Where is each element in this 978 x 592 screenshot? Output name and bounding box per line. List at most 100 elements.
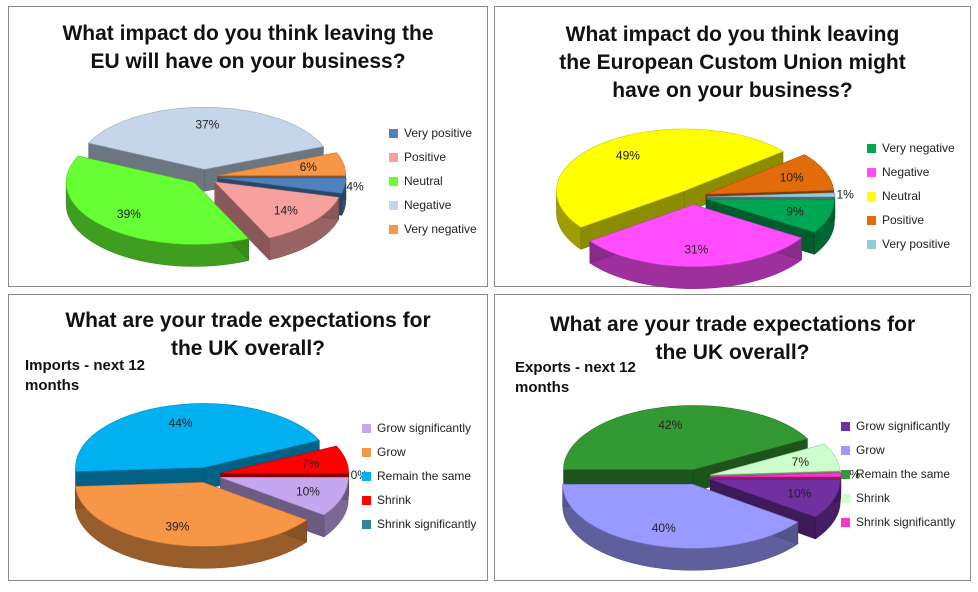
legend-item: Remain the same [362,464,476,488]
pie-slice [213,181,340,239]
legend-label: Positive [404,150,447,164]
legend-swatch [841,517,850,527]
legend-swatch [867,143,876,153]
legend-label: Shrink [856,491,891,505]
legend-swatch [841,469,850,479]
slice-value-label: 39% [165,520,189,534]
pie-labels: 42%7%1%10%40% [652,418,861,535]
pie-chart: 49% 10% 1% 9% 31% [556,128,854,289]
legend-label: Positive [882,213,925,227]
legend-item: Shrink [362,488,476,512]
legend-label: Very negative [882,141,955,155]
pie-tops [65,107,347,245]
chart-title: What impact do you think leaving the Eur… [495,21,970,105]
pie-slice [88,107,325,170]
chart-title-line: What are your trade expectations for [549,313,916,336]
legend-item: Shrink [841,486,955,510]
legend-label: Negative [882,165,930,179]
legend-label: Grow significantly [856,419,951,433]
chart-subtitle-line: months [25,377,80,394]
legend-item: Very positive [389,121,477,145]
pie-slice [75,482,308,547]
slice-value-label: 14% [274,203,298,217]
pie-labels: 49% 10% 1% 9% 31% [616,149,854,257]
legend-swatch [867,239,876,249]
pie-slice [563,405,809,470]
pie-slice [706,198,835,233]
legend-item: Positive [389,145,477,169]
chart-title-line: the UK overall? [655,341,810,364]
legend-swatch [841,421,850,431]
pie-tops [556,128,836,267]
legend-label: Very positive [404,126,473,140]
legend-swatch [389,152,398,162]
legend-item: Remain the same [841,462,955,486]
pie-tops [75,403,349,547]
legend-label: Negative [404,198,452,212]
legend-label: Grow [377,445,406,459]
slice-value-label: 7% [302,456,320,470]
legend-item: Grow significantly [841,414,955,438]
slice-value-label: 37% [195,118,219,132]
legend-label: Neutral [882,189,921,203]
chart-title-line: the European Custom Union might [559,51,906,74]
chart-title-line: EU will have on your business? [90,50,406,73]
pie-slice [217,152,347,176]
legend-label: Grow [856,443,885,457]
slice-value-label: 6% [300,160,318,174]
pie-slice [589,204,803,267]
pie-labels: 44%7%0%10%39% [165,416,368,534]
chart-title: What are your trade expectations for the… [9,307,487,363]
legend-swatch [867,191,876,201]
pie-tops [562,405,842,549]
pie-chart: 44%7%0%10%39% [75,403,368,569]
legend-label: Remain the same [377,469,472,483]
pie-slice [710,472,842,478]
chart-title: What impact do you think leaving the EU … [9,20,487,76]
pie-slice [65,155,250,245]
legend-swatch [362,447,371,457]
chart-title-line: have on your business? [612,79,853,102]
pie-slice [710,443,841,476]
chart-panel-customs-union-impact: What impact do you think leaving the Eur… [494,6,971,289]
pie-chart: 37% 6% 4% 14% 39% [65,107,364,267]
slice-value-label: 49% [616,149,640,163]
chart-legend: Very positive Positive Neutral Negative Very… [389,121,477,241]
slice-value-label: 10% [296,485,320,499]
pie-slice [220,477,349,516]
pie-slice [75,403,320,472]
pie-slice [217,177,347,194]
legend-label: Very positive [882,237,951,251]
slice-value-label: 7% [792,455,810,469]
legend-swatch [841,445,850,455]
slice-value-label: 10% [787,487,811,501]
legend-item: Shrink significantly [362,512,476,536]
chart-subtitle-line: Imports - next 12 [25,357,146,374]
chart-panel-imports-expectations: What are your trade expectations for the… [8,294,488,581]
slice-value-label: 9% [786,205,804,219]
legend-swatch [362,495,371,505]
legend-swatch [389,128,398,138]
slice-value-label: 31% [684,242,708,256]
slice-value-label: 39% [117,207,141,221]
chart-subtitle-line: Exports - next 12 [515,359,636,376]
chart-panel-exports-expectations: What are your trade expectations for the… [494,294,971,581]
chart-title-line: the UK overall? [170,337,326,360]
pie-slice [556,128,784,228]
slice-value-label: 42% [658,418,682,432]
legend-item: Very positive [867,232,955,256]
legend-item: Neutral [867,184,955,208]
chart-title-line: What impact do you think leaving the [62,22,434,45]
chart-legend: Very negative Negative Neutral Positive Very… [867,136,955,256]
chart-title: What are your trade expectations for the… [495,311,970,367]
legend-item: Negative [389,193,477,217]
slice-value-label: 44% [169,416,193,430]
pie-slice [220,445,349,474]
legend-swatch [841,493,850,503]
legend-item: Very negative [389,217,477,241]
legend-swatch [867,167,876,177]
slice-value-label: 1% [836,188,854,202]
chart-subtitle-line: months [515,379,570,396]
legend-label: Remain the same [856,467,951,481]
chart-title-line: What impact do you think leaving [565,23,900,46]
